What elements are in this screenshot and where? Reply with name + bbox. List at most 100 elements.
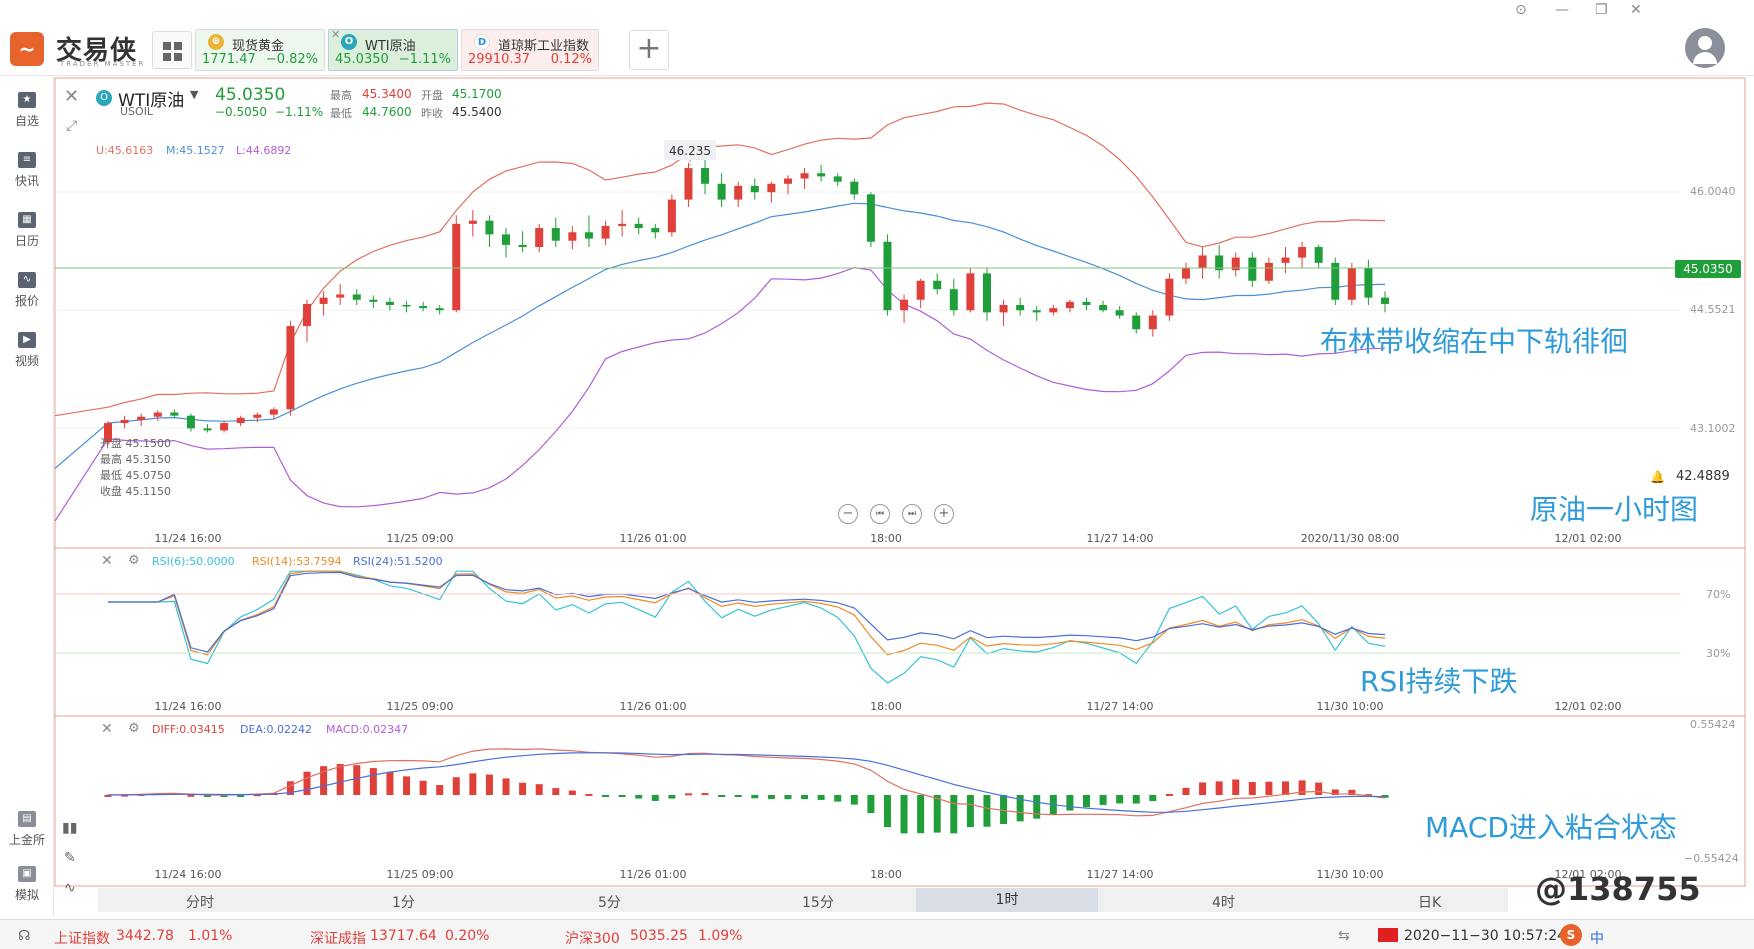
time-axis-label: 11/30 10:00 (1316, 700, 1384, 713)
index-d-icon: D (474, 34, 490, 50)
macd-histogram-bar (485, 774, 493, 795)
close-tab-icon[interactable]: ✕ (331, 28, 341, 41)
close-indicator-icon[interactable]: ✕ (101, 721, 113, 737)
tab-wti-oil[interactable]: O WTI原油 45.0350 −1.11% ✕ (328, 28, 458, 71)
open-label: 开盘 (421, 89, 443, 102)
candle-body (1364, 268, 1373, 298)
candle-body (518, 244, 527, 248)
macd-histogram-bar (303, 771, 311, 795)
close-icon[interactable]: ✕ (1630, 2, 1642, 18)
time-axis-label: 18:00 (870, 532, 902, 545)
period-15min[interactable]: 15分 (802, 895, 834, 911)
time-axis-label: 11/25 09:00 (386, 532, 454, 545)
period-5min[interactable]: 5分 (598, 895, 621, 911)
sidebar-item-quotes[interactable]: ∿ 报价 (0, 272, 54, 309)
pencil-icon[interactable]: ✎ (64, 850, 76, 866)
indicator-tool-icon[interactable]: ▮▮ (62, 820, 78, 836)
macd-histogram-bar (386, 772, 394, 795)
peak-label-box (664, 140, 716, 160)
sidebar-item-sge[interactable]: ▤ 上金所 (0, 811, 54, 848)
add-tab-button[interactable]: + (629, 30, 669, 70)
close-indicator-icon[interactable]: ✕ (101, 553, 113, 569)
close-chart-icon[interactable]: ✕ (64, 86, 80, 107)
sidebar-item-video[interactable]: ▶ 视频 (0, 332, 54, 369)
macd-histogram-bar (286, 781, 294, 795)
rsi14-line (108, 570, 1386, 656)
prev-close-label: 昨收 (421, 107, 443, 120)
sidebar-item-calendar[interactable]: ▦ 日历 (0, 212, 54, 249)
instrument-name[interactable]: WTI原油 (118, 91, 185, 111)
maximize-icon[interactable]: ❐ (1595, 2, 1608, 18)
chevron-down-icon[interactable]: ▼ (190, 88, 199, 101)
candle-body (1115, 310, 1124, 316)
sidebar-item-simulate[interactable]: ▣ 模拟 (0, 866, 54, 903)
candle-body (601, 225, 610, 239)
expand-icon[interactable]: ⤢ (66, 118, 78, 134)
period-tick[interactable]: 分时 (186, 895, 214, 911)
minimize-icon[interactable]: — (1555, 2, 1569, 18)
tab-gold-change: −0.82% (265, 52, 318, 67)
macd-histogram-bar (1149, 795, 1157, 802)
sidebar-item-watchlist[interactable]: ★ 自选 (0, 92, 54, 129)
zoom-in-button[interactable]: + (934, 504, 954, 524)
candle-body (137, 416, 146, 420)
oil-drop-icon: O (341, 34, 357, 50)
macd-histogram-bar (1116, 795, 1124, 804)
candle-body (568, 232, 577, 241)
macd-axis-bottom: −0.55424 (1684, 852, 1739, 865)
headset-icon[interactable]: ☊ (18, 928, 31, 944)
annotation-macd: MACD进入粘合状态 (1425, 811, 1677, 844)
settings-icon[interactable]: ⊙ (1515, 2, 1527, 18)
candle-body (269, 409, 278, 415)
sidebar-item-news[interactable]: ≡ 快讯 (0, 152, 54, 189)
candle-body (1099, 305, 1108, 311)
time-axis-label: 11/24 16:00 (154, 868, 222, 881)
macd-histogram-bar (369, 768, 377, 795)
ime-logo-icon[interactable]: S (1560, 924, 1582, 946)
grid-layout-button[interactable] (152, 31, 192, 69)
china-flag-icon (1378, 928, 1398, 942)
candle-body (336, 294, 345, 298)
macd-histogram-bar (1016, 795, 1024, 822)
macd-legend: MACD:0.02347 (326, 723, 409, 736)
grid-icon (163, 42, 171, 50)
candle-body (485, 220, 494, 235)
period-4hour[interactable]: 4时 (1212, 895, 1235, 911)
candle-body (502, 234, 511, 245)
open-value: 45.1700 (452, 87, 502, 101)
period-daily[interactable]: 日K (1418, 895, 1442, 911)
status-index-pct: 1.09% (698, 928, 743, 944)
gear-icon[interactable]: ⚙ (128, 553, 140, 568)
time-axis-label: 2020/11/30 08:00 (1300, 532, 1400, 545)
video-play-icon: ▶ (18, 332, 36, 348)
wave-icon[interactable]: ∿ (64, 880, 76, 896)
translate-icon[interactable]: ⇆ (1338, 928, 1350, 944)
tab-gold[interactable]: ⊕ 现货黄金 1771.47 −0.82% (195, 29, 325, 71)
instrument-price: 45.0350 (215, 85, 286, 105)
candle-body (286, 326, 295, 410)
macd-histogram-bar (668, 795, 676, 799)
rsi-axis-70: 70% (1706, 588, 1731, 601)
zoom-out-button[interactable]: − (838, 504, 858, 524)
scroll-end-button[interactable]: ⏭ (902, 504, 922, 524)
gear-icon[interactable]: ⚙ (128, 721, 140, 736)
candle-body (352, 294, 361, 300)
candle-body (982, 273, 991, 313)
macd-histogram-bar (1298, 780, 1306, 795)
scroll-start-button[interactable]: ⏮ (870, 504, 890, 524)
candle-body (684, 167, 693, 200)
macd-histogram-bar (751, 795, 759, 799)
time-axis-label: 11/27 14:00 (1086, 868, 1154, 881)
period-1min[interactable]: 1分 (392, 895, 415, 911)
macd-histogram-bar (1248, 782, 1256, 795)
tab-dow-jones[interactable]: D 道琼斯工业指数 29910.37 0.12% (461, 29, 599, 71)
period-1hour[interactable]: 1时 (916, 888, 1098, 912)
time-axis-label: 12/01 02:00 (1554, 700, 1622, 713)
ime-mode[interactable]: 中 (1590, 931, 1604, 947)
candle-body (701, 167, 710, 184)
macd-histogram-bar (568, 790, 576, 795)
alert-bell-icon[interactable]: 🔔 (1650, 470, 1665, 484)
gold-coin-icon: ⊕ (208, 34, 224, 50)
user-avatar-icon[interactable] (1685, 28, 1725, 68)
